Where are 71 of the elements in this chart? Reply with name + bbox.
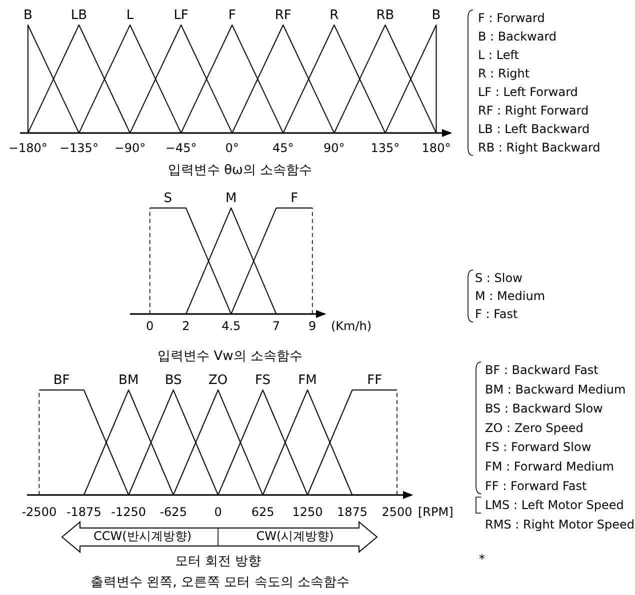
text: M : Medium (475, 289, 546, 303)
x-tick-label: 1875 (336, 505, 368, 519)
x-tick-label: 0° (225, 141, 239, 155)
x-tick-label: -2500 (22, 505, 57, 519)
text: * (479, 552, 485, 566)
text: CCW(반시계방향) (94, 529, 192, 543)
x-axis-title: [RPM] (418, 505, 454, 519)
series-label: B (432, 8, 441, 23)
series-label: LF (174, 8, 188, 23)
text: BF : Backward Fast (485, 363, 599, 377)
x-tick-label: −180° (8, 141, 48, 155)
text: FM : Forward Medium (485, 460, 614, 474)
series-label: R (330, 8, 339, 23)
series-label: RB (376, 8, 394, 23)
text: B : Backward (478, 30, 557, 44)
series-label: BM (118, 373, 139, 388)
x-tick-label: −90° (114, 141, 146, 155)
series-label: L (126, 8, 134, 23)
text: 입력변수 Vw의 소속함수 (158, 349, 302, 364)
x-tick-label: -1875 (66, 505, 102, 519)
series-label: B (23, 8, 32, 23)
series-label: F (290, 191, 298, 206)
x-tick-label: 0 (214, 505, 222, 519)
x-tick-label: −135° (59, 141, 98, 155)
text: BS : Backward Slow (485, 402, 604, 416)
x-tick-label: 9 (308, 319, 316, 333)
series-label: FS (255, 373, 271, 388)
series-label: FM (298, 373, 317, 388)
series-label: M (226, 191, 237, 206)
x-tick-label: 45° (272, 141, 294, 155)
x-tick-label: 2500 (382, 505, 412, 519)
text: S : Slow (475, 271, 523, 285)
x-tick-label: −45° (165, 141, 197, 155)
x-tick-label: -1250 (111, 505, 146, 519)
text: LF : Left Forward (478, 85, 578, 99)
text: F : Forward (478, 11, 545, 25)
x-tick-label: 1250 (292, 505, 323, 519)
series-label: F (228, 8, 236, 23)
text: RMS : Right Motor Speed (485, 517, 635, 532)
series-label: ZO (208, 373, 228, 388)
x-tick-label: 135° (370, 141, 400, 155)
x-tick-label: 90° (324, 141, 345, 155)
text: RB : Right Backward (478, 140, 600, 154)
text: FS : Forward Slow (485, 440, 592, 454)
x-tick-label: 2 (182, 319, 190, 333)
series-label: BF (53, 373, 70, 388)
text: ZO : Zero Speed (485, 420, 584, 435)
series-label: S (164, 191, 172, 206)
text: CW(시계방향) (256, 529, 334, 543)
x-tick-label: 0 (146, 319, 154, 333)
x-tick-label: -625 (160, 505, 187, 519)
text: L : Left (478, 48, 520, 62)
x-tick-label: 625 (251, 505, 274, 519)
series-label: FF (367, 373, 382, 388)
text: BM : Backward Medium (485, 382, 626, 396)
x-tick-label: 4.5 (222, 319, 241, 333)
series-label: LB (70, 8, 88, 23)
text: FF : Forward Fast (485, 478, 587, 493)
text: 출력변수 왼쪽, 오른쪽 모터 속도의 소속함수 (90, 575, 350, 590)
x-axis-title: (Km/h) (331, 319, 372, 333)
x-tick-label: 180° (422, 141, 451, 155)
series-label: BS (164, 373, 182, 388)
text: 모터 회전 방향 (174, 554, 262, 569)
text: LMS : Left Motor Speed (485, 498, 624, 512)
x-tick-label: 7 (272, 319, 280, 333)
text: RF : Right Forward (478, 104, 589, 118)
text: F : Fast (475, 307, 518, 321)
text: LB : Left Backward (478, 122, 590, 136)
text: R : Right (478, 66, 530, 80)
series-label: RF (274, 8, 292, 23)
text: 입력변수 θω의 소속함수 (168, 163, 312, 178)
